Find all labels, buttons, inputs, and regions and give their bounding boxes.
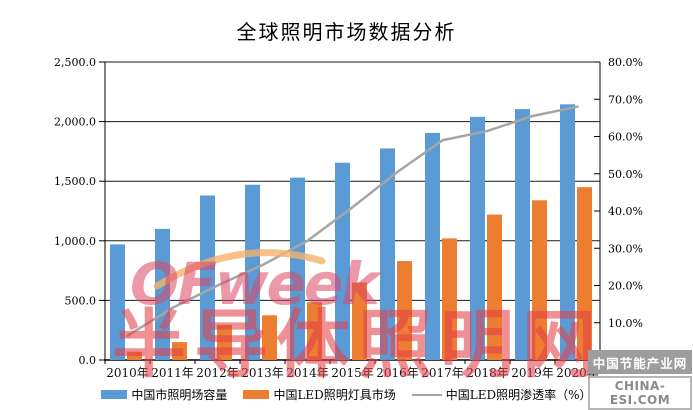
x-axis-category-label: 2012年 — [196, 366, 239, 380]
bar-orange-2019年 — [532, 200, 547, 360]
left-axis-tick-label: 1,500.0 — [54, 175, 96, 188]
bar-blue-2010年 — [110, 244, 125, 360]
bar-blue-2012年 — [200, 195, 215, 360]
bar-orange-2012年 — [217, 324, 232, 360]
x-axis-category-label: 2011年 — [151, 366, 194, 380]
x-axis-category-label: 2010年 — [106, 366, 149, 380]
bar-blue-2020年 — [560, 104, 575, 360]
x-axis-category-label: 2019年 — [511, 366, 554, 380]
bar-blue-2011年 — [155, 228, 170, 360]
legend-label: 中国LED照明渗透率（%） — [445, 388, 592, 402]
legend-swatch-gray-line — [411, 393, 442, 396]
left-axis-tick-label: 500.0 — [65, 294, 97, 307]
bar-blue-2014年 — [290, 177, 305, 360]
left-axis-tick-label: 2,500.0 — [54, 56, 96, 69]
bar-orange-2015年 — [352, 282, 367, 360]
bar-blue-2017年 — [425, 132, 440, 360]
bar-orange-2016年 — [397, 261, 412, 360]
legend-item-market-capacity: 中国市照明场容量 — [101, 386, 227, 403]
bar-orange-2011年 — [172, 342, 187, 360]
right-axis-tick-label: 30.0% — [608, 242, 643, 255]
bar-orange-2014年 — [307, 302, 322, 360]
site-badge: 中国节能产业网 CHINA-ESI.COM — [588, 350, 692, 410]
legend-item-led-market: 中国LED照明灯具市场 — [243, 386, 396, 403]
x-axis-category-label: 2016年 — [376, 366, 419, 380]
x-axis-category-label: 2013年 — [241, 366, 284, 380]
legend-swatch-orange — [243, 390, 270, 399]
bar-orange-2018年 — [487, 214, 502, 360]
x-axis-category-label: 2015年 — [331, 366, 374, 380]
right-axis-tick-label: 60.0% — [608, 131, 643, 144]
bar-orange-2010年 — [127, 351, 142, 360]
penetration-line — [126, 105, 579, 338]
legend-label: 中国市照明场容量 — [131, 388, 228, 402]
bar-blue-2018年 — [470, 116, 485, 360]
x-axis-category-label: 2017年 — [421, 366, 464, 380]
right-axis-tick-label: 50.0% — [608, 168, 643, 181]
bar-blue-2019年 — [515, 109, 530, 360]
right-axis-tick-label: 70.0% — [608, 93, 643, 106]
right-axis-tick-label: 80.0% — [608, 56, 643, 69]
legend-item-penetration: 中国LED照明渗透率（%） — [411, 386, 592, 403]
x-axis-category-label: 2014年 — [286, 366, 329, 380]
chart-legend: 中国市照明场容量 中国LED照明灯具市场 中国LED照明渗透率（%） — [0, 386, 693, 403]
legend-label: 中国LED照明灯具市场 — [273, 388, 396, 402]
bar-orange-2013年 — [262, 315, 277, 360]
site-badge-url: CHINA-ESI.COM — [588, 376, 692, 410]
left-axis-tick-label: 0.0 — [79, 354, 97, 367]
x-axis-category-label: 2018年 — [466, 366, 509, 380]
right-axis-tick-label: 40.0% — [608, 205, 643, 218]
bar-blue-2015年 — [335, 162, 350, 360]
bar-orange-2020年 — [577, 187, 592, 360]
left-axis-tick-label: 1,000.0 — [54, 235, 96, 248]
right-axis-tick-label: 20.0% — [608, 280, 643, 293]
site-badge-name: 中国节能产业网 — [588, 350, 692, 374]
left-axis-tick-label: 2,000.0 — [54, 116, 96, 129]
bar-blue-2016年 — [380, 148, 395, 360]
legend-swatch-blue — [101, 390, 128, 399]
chart-title: 全球照明市场数据分析 — [236, 20, 457, 44]
right-axis-tick-label: 10.0% — [608, 317, 643, 330]
bar-orange-2017年 — [442, 238, 457, 360]
